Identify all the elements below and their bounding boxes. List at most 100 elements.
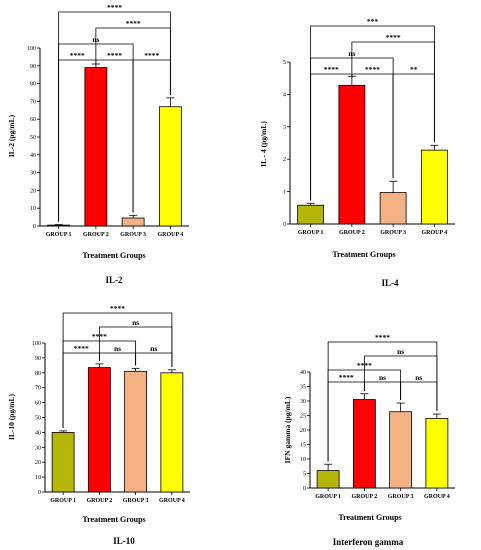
y-tick-label: 30 — [30, 171, 36, 177]
significance-label: **** — [126, 19, 141, 28]
category-label: GROUP 1 — [46, 232, 72, 238]
bar-group-2 — [338, 84, 366, 225]
x-axis-label: Treatment Groups — [82, 251, 145, 260]
bar-group-1 — [47, 224, 71, 227]
bar-group-4 — [160, 372, 184, 493]
significance-label: ns — [415, 373, 422, 382]
category-label: GROUP 1 — [315, 494, 341, 500]
y-axis-label: IL - 4 (pg/mL) — [259, 121, 268, 167]
bar-group-4 — [420, 149, 448, 225]
significance-label: **** — [74, 344, 89, 353]
y-tick-label: 10 — [30, 206, 36, 212]
y-tick-label: 1 — [283, 190, 286, 196]
y-tick-label: 50 — [30, 135, 36, 141]
bar-group-1 — [316, 470, 340, 489]
y-tick-label: 60 — [30, 117, 36, 123]
significance-label: **** — [107, 3, 122, 12]
category-label: GROUP 4 — [159, 498, 185, 504]
y-tick-label: 70 — [35, 386, 41, 392]
y-tick-label: 100 — [32, 341, 41, 347]
significance-label: ns — [114, 344, 121, 353]
y-tick-label: 40 — [30, 153, 36, 159]
chart-il4: IL - 4 (pg/mL) Treatment Groups IL-4 0 1 2… — [259, 17, 455, 288]
chart-title: Interferon gamma — [333, 537, 404, 547]
category-label: GROUP 2 — [339, 230, 365, 236]
category-label: GROUP 1 — [50, 498, 76, 504]
y-tick-label: 80 — [35, 371, 41, 377]
significance-label: **** — [110, 304, 125, 313]
y-tick-label: 10 — [300, 457, 306, 463]
y-tick-label: 3 — [283, 125, 286, 131]
y-tick-label: 5 — [283, 60, 286, 66]
category-label: GROUP 3 — [380, 230, 406, 236]
y-tick-label: 90 — [35, 356, 41, 362]
y-tick-label: 20 — [300, 428, 306, 434]
significance-bracket — [135, 352, 173, 367]
significance-label: **** — [386, 33, 401, 42]
y-tick-label: 50 — [35, 416, 41, 422]
bar-group-2 — [84, 67, 108, 227]
category-label: GROUP 3 — [123, 498, 149, 504]
y-axis-label: IFN gamma (pg/mL) — [283, 396, 292, 463]
significance-bracket — [327, 341, 438, 462]
bar-group-3 — [379, 192, 407, 225]
chart-title: IL-10 — [113, 536, 135, 546]
significance-label: **** — [70, 51, 85, 60]
significance-bracket — [310, 25, 435, 201]
category-label: GROUP 2 — [351, 494, 377, 500]
significance-label: **** — [107, 51, 122, 60]
bar-group-1 — [51, 431, 75, 493]
category-label: GROUP 3 — [120, 232, 146, 238]
significance-label: **** — [375, 333, 390, 342]
significance-bracket — [98, 352, 137, 366]
significance-label: ns — [397, 347, 404, 356]
y-tick-label: 35 — [300, 385, 306, 391]
y-tick-label: 10 — [35, 475, 41, 481]
y-tick-label: 20 — [35, 460, 41, 466]
y-tick-label: 0 — [33, 224, 36, 230]
y-tick-label: 0 — [303, 486, 306, 492]
y-tick-label: 80 — [30, 82, 36, 88]
significance-label: **** — [365, 65, 380, 74]
bar-group-2 — [87, 367, 111, 493]
category-label: GROUP 2 — [86, 498, 112, 504]
category-label: GROUP 4 — [157, 232, 183, 238]
significance-label: ns — [379, 373, 386, 382]
significance-bracket — [400, 381, 438, 412]
y-tick-label: 30 — [300, 399, 306, 405]
y-tick-label: 5 — [303, 472, 306, 478]
chart-il2: IL-2 (pg/mL) Treatment Groups IL-2 0 10 20… — [7, 3, 189, 285]
significance-label: **** — [339, 373, 354, 382]
y-tick-label: 40 — [300, 370, 306, 376]
significance-label: ns — [150, 344, 157, 353]
bar-group-3 — [124, 370, 148, 493]
bar-group-3 — [121, 217, 145, 227]
x-axis-label: Treatment Groups — [332, 250, 395, 259]
y-tick-label: 70 — [30, 99, 36, 105]
category-label: GROUP 1 — [298, 230, 324, 236]
y-tick-label: 0 — [38, 490, 41, 496]
y-tick-label: 90 — [30, 64, 36, 70]
y-tick-label: 15 — [300, 443, 306, 449]
category-label: GROUP 3 — [388, 494, 414, 500]
chart-interferon-gamma: IFN gamma (pg/mL) Treatment Groups Inter… — [283, 333, 455, 547]
significance-label: **** — [324, 65, 339, 74]
significance-label: ns — [132, 318, 139, 327]
y-tick-label: 60 — [35, 401, 41, 407]
bar-group-1 — [297, 204, 325, 225]
x-axis-label: Treatment Groups — [338, 513, 401, 522]
significance-label: *** — [367, 17, 379, 26]
chart-title: IL-2 — [105, 275, 123, 285]
bar-group-4 — [425, 417, 449, 489]
y-tick-label: 40 — [35, 430, 41, 436]
chart-title: IL-4 — [381, 278, 399, 288]
y-tick-label: 20 — [30, 188, 36, 194]
bar-group-4 — [158, 106, 182, 227]
y-axis-label: IL-10 (pg/mL) — [7, 393, 16, 440]
y-axis-label: IL-2 (pg/mL) — [7, 114, 16, 157]
y-tick-label: 4 — [283, 92, 286, 98]
significance-bracket — [62, 312, 173, 428]
y-tick-label: 0 — [283, 222, 286, 228]
category-label: GROUP 4 — [421, 230, 447, 236]
